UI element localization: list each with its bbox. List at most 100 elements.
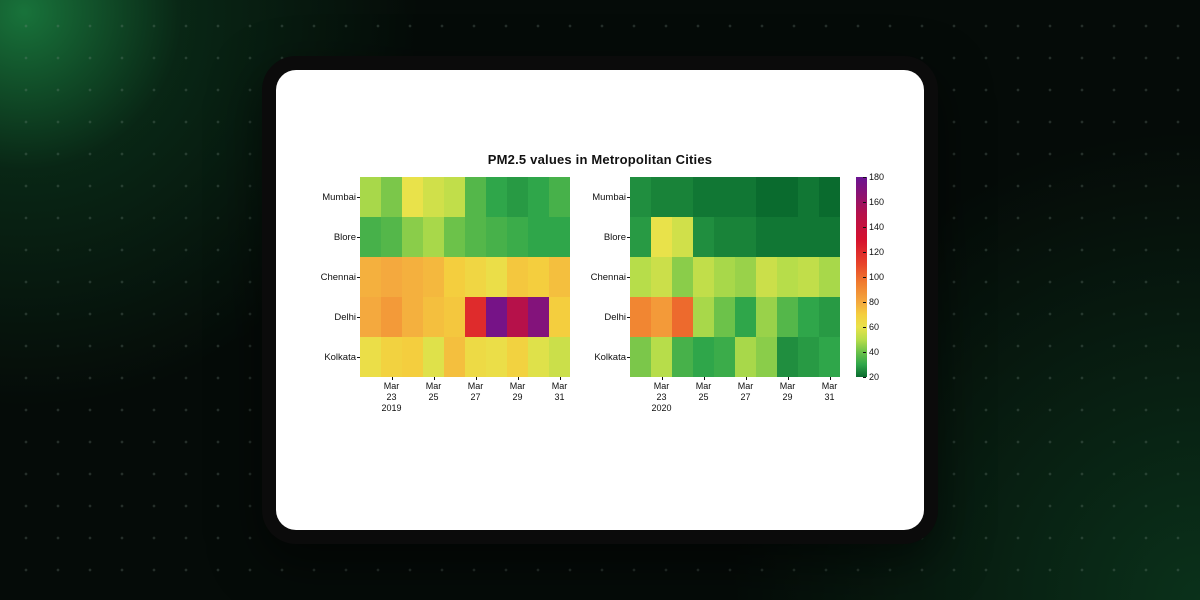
y-axis-label: Mumbai <box>578 192 626 203</box>
heatmap-cell <box>735 297 756 337</box>
heatmap-grid <box>360 177 570 377</box>
heatmap-cell <box>672 257 693 297</box>
colorbar-tick-label: 100 <box>869 272 884 282</box>
x-axis-tick: Mar 232019 <box>381 381 402 413</box>
heatmap-cell <box>423 297 444 337</box>
heatmap-cell <box>651 337 672 377</box>
heatmap-cell <box>507 217 528 257</box>
heatmap-cell <box>735 257 756 297</box>
x-axis-tick <box>672 381 693 413</box>
heatmap-cell <box>672 297 693 337</box>
colorbar-tick-label: 120 <box>869 247 884 257</box>
heatmap-cell <box>507 257 528 297</box>
heatmap-cell <box>402 337 423 377</box>
heatmap-cell <box>735 337 756 377</box>
heatmap-cell <box>693 217 714 257</box>
chart-title: PM2.5 values in Metropolitan Cities <box>296 152 904 167</box>
heatmap-cell <box>693 257 714 297</box>
heatmap-cell <box>486 297 507 337</box>
x-axis-tick <box>486 381 507 413</box>
heatmap-cell <box>528 297 549 337</box>
heatmap-cell <box>423 257 444 297</box>
heatmap-cell <box>486 177 507 217</box>
heatmap-cell <box>549 337 570 377</box>
heatmap-cell <box>423 177 444 217</box>
heatmap-cell <box>672 217 693 257</box>
x-axis-year: 2020 <box>651 403 672 414</box>
chart-container: PM2.5 values in Metropolitan Cities Mumb… <box>276 70 924 530</box>
heatmap-cell <box>630 297 651 337</box>
y-axis-label: Chennai <box>578 272 626 283</box>
heatmap-cell <box>672 337 693 377</box>
heatmap-cell <box>402 177 423 217</box>
x-axis-tick: Mar 29 <box>507 381 528 413</box>
x-axis-tick <box>360 381 381 413</box>
heatmap-cell <box>360 217 381 257</box>
heatmap-cell <box>777 257 798 297</box>
heatmap-cell <box>549 297 570 337</box>
heatmap-cell <box>465 217 486 257</box>
heatmap-cell <box>819 217 840 257</box>
y-axis-label: Kolkata <box>578 352 626 363</box>
colorbar-tick-label: 40 <box>869 347 879 357</box>
heatmap-cell <box>714 297 735 337</box>
heatmap-cell <box>528 217 549 257</box>
heatmap-grid <box>630 177 840 377</box>
stage-background: PM2.5 values in Metropolitan Cities Mumb… <box>0 0 1200 600</box>
heatmap-cell <box>444 177 465 217</box>
colorbar-tick-label: 160 <box>869 197 884 207</box>
heatmap-column: Mar 232020Mar 25Mar 27Mar 29Mar 31 <box>630 177 840 413</box>
heatmap-cell <box>798 257 819 297</box>
heatmap-cell <box>777 297 798 337</box>
heatmap-cell <box>735 217 756 257</box>
x-axis-tick <box>528 381 549 413</box>
heatmap-cell <box>444 337 465 377</box>
heatmap-cell <box>651 297 672 337</box>
heatmap-cell <box>756 337 777 377</box>
heatmap-cell <box>651 217 672 257</box>
heatmap-cell <box>777 337 798 377</box>
heatmap-cell <box>693 177 714 217</box>
x-axis-tick: Mar 25 <box>423 381 444 413</box>
heatmap-cell <box>381 297 402 337</box>
heatmap-cell <box>630 217 651 257</box>
x-axis-tick: Mar 25 <box>693 381 714 413</box>
y-axis-label: Blore <box>578 232 626 243</box>
heatmap-cell <box>714 337 735 377</box>
heatmap-cell <box>507 177 528 217</box>
heatmap-cell <box>819 257 840 297</box>
heatmap-cell <box>423 337 444 377</box>
heatmap-cell <box>381 257 402 297</box>
heatmap-cell <box>756 217 777 257</box>
y-axis-label: Kolkata <box>308 352 356 363</box>
heatmap-column: Mar 232019Mar 25Mar 27Mar 29Mar 31 <box>360 177 570 413</box>
heatmap-cell <box>756 177 777 217</box>
heatmap-cell <box>465 257 486 297</box>
heatmap-cell <box>798 177 819 217</box>
heatmap-cell <box>423 217 444 257</box>
x-axis-tick: Mar 31 <box>819 381 840 413</box>
x-axis: Mar 232020Mar 25Mar 27Mar 29Mar 31 <box>630 381 840 413</box>
heatmap-cell <box>714 177 735 217</box>
x-axis-tick <box>756 381 777 413</box>
y-axis-label: Mumbai <box>308 192 356 203</box>
colorbar-tick-label: 80 <box>869 297 879 307</box>
heatmap-cell <box>651 177 672 217</box>
heatmap-cell <box>798 217 819 257</box>
colorbar-tick-label: 180 <box>869 172 884 182</box>
heatmap-cell <box>402 217 423 257</box>
heatmap-cell <box>630 257 651 297</box>
heatmap-cell <box>528 257 549 297</box>
heatmap-cell <box>756 257 777 297</box>
x-axis-tick: Mar 29 <box>777 381 798 413</box>
colorbar-labels: 20406080100120140160180 <box>867 177 892 377</box>
heatmap-cell <box>444 297 465 337</box>
heatmap-cell <box>360 297 381 337</box>
heatmap-cell <box>756 297 777 337</box>
colorbar: 20406080100120140160180 <box>852 177 892 377</box>
heatmap-cell <box>798 337 819 377</box>
heatmap-cell <box>528 337 549 377</box>
x-axis-tick <box>402 381 423 413</box>
heatmap-cell <box>549 217 570 257</box>
heatmap-cell <box>735 177 756 217</box>
